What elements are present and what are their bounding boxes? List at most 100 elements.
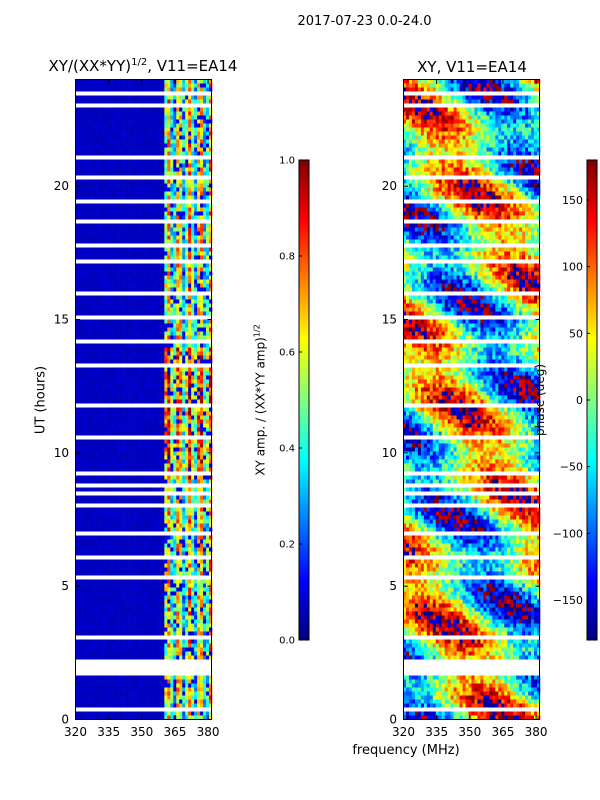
amplitude-heatmap-cell (107, 351, 112, 356)
amplitude-heatmap-cell (155, 251, 159, 256)
amplitude-heatmap-cell (206, 375, 210, 380)
amplitude-heatmap-cell (149, 447, 153, 452)
amplitude-heatmap-cell (92, 459, 97, 464)
amplitude-heatmap-cell (134, 87, 138, 92)
amplitude-heatmap-cell (149, 147, 153, 152)
amplitude-heatmap-cell (107, 439, 112, 444)
amplitude-heatmap-cell (122, 499, 126, 504)
amplitude-heatmap-cell (119, 359, 123, 364)
amplitude-heatmap-cell (107, 403, 112, 408)
amplitude-heatmap-cell (89, 503, 94, 508)
amplitude-heatmap-cell (131, 335, 135, 340)
amplitude-heatmap-cell (134, 239, 138, 244)
amplitude-heatmap-cell (170, 327, 174, 332)
amplitude-heatmap-cell (98, 159, 103, 164)
amplitude-heatmap-cell (188, 331, 192, 336)
amplitude-heatmap-cell (101, 479, 106, 484)
amplitude-heatmap-cell (77, 487, 82, 492)
amplitude-heatmap-cell (176, 315, 180, 320)
amplitude-heatmap-cell (191, 223, 195, 228)
amplitude-heatmap-cell (209, 155, 213, 160)
amplitude-heatmap-cell (170, 507, 174, 512)
amplitude-heatmap-cell (119, 363, 123, 368)
amplitude-heatmap-cell (188, 351, 192, 356)
amplitude-heatmap-cell (176, 339, 180, 344)
amplitude-heatmap-cell (107, 287, 112, 292)
amplitude-heatmap-cell (137, 483, 141, 488)
amplitude-heatmap-cell (113, 391, 117, 396)
amplitude-heatmap-cell (80, 99, 85, 104)
amplitude-heatmap-cell (122, 291, 126, 296)
amplitude-heatmap-cell (158, 323, 162, 328)
amplitude-heatmap-cell (194, 171, 198, 176)
amplitude-heatmap-cell (152, 443, 156, 448)
amplitude-heatmap-cell (95, 375, 100, 380)
amplitude-heatmap-cell (197, 487, 201, 492)
amplitude-heatmap-cell (194, 115, 198, 120)
amplitude-heatmap-cell (104, 359, 109, 364)
amplitude-heatmap-cell (119, 227, 123, 232)
amplitude-heatmap-cell (98, 503, 103, 508)
amplitude-heatmap-cell (98, 495, 103, 500)
amplitude-heatmap-cell (137, 367, 141, 372)
amplitude-heatmap-cell (173, 331, 177, 336)
amplitude-heatmap-cell (191, 399, 195, 404)
amplitude-heatmap-cell (98, 347, 103, 352)
amplitude-heatmap-cell (98, 187, 103, 192)
amplitude-heatmap-cell (95, 511, 100, 516)
amplitude-heatmap-cell (140, 495, 144, 500)
amplitude-heatmap-cell (206, 295, 210, 300)
amplitude-heatmap-cell (182, 331, 186, 336)
amplitude-heatmap-cell (170, 395, 174, 400)
amplitude-heatmap-cell (119, 259, 123, 264)
amplitude-heatmap-cell (185, 359, 189, 364)
amplitude-heatmap-cell (176, 171, 180, 176)
amplitude-heatmap-cell (77, 331, 82, 336)
amplitude-heatmap-cell (188, 407, 192, 412)
amplitude-heatmap-cell (128, 299, 132, 304)
amplitude-heatmap-cell (188, 315, 192, 320)
amplitude-heatmap-cell (209, 295, 213, 300)
amplitude-heatmap-cell (194, 467, 198, 472)
amplitude-heatmap-cell (200, 231, 204, 236)
amplitude-heatmap-cell (170, 311, 174, 316)
amplitude-heatmap-cell (146, 463, 150, 468)
amplitude-heatmap-cell (143, 159, 147, 164)
amplitude-heatmap-cell (107, 211, 112, 216)
amplitude-heatmap-cell (182, 251, 186, 256)
amplitude-heatmap-cell (116, 391, 120, 396)
amplitude-heatmap-cell (116, 195, 120, 200)
amplitude-heatmap-cell (110, 447, 115, 452)
amplitude-heatmap-cell (83, 199, 88, 204)
amplitude-heatmap-cell (191, 99, 195, 104)
amplitude-heatmap-cell (200, 295, 204, 300)
amplitude-heatmap-cell (149, 403, 153, 408)
amplitude-heatmap-cell (107, 151, 112, 156)
amplitude-heatmap-cell (182, 387, 186, 392)
amplitude-heatmap-cell (116, 215, 120, 220)
amplitude-heatmap-cell (209, 159, 213, 164)
amplitude-heatmap-cell (77, 363, 82, 368)
amplitude-heatmap-cell (89, 415, 94, 420)
amplitude-heatmap-cell (80, 431, 85, 436)
amplitude-heatmap-cell (167, 163, 171, 168)
amplitude-heatmap-cell (128, 411, 132, 416)
amplitude-heatmap-cell (200, 223, 204, 228)
amplitude-heatmap-cell (155, 423, 159, 428)
amplitude-heatmap-cell (179, 375, 183, 380)
amplitude-heatmap-cell (194, 103, 198, 108)
amplitude-heatmap-cells (75, 79, 213, 720)
amplitude-heatmap-cell (122, 275, 126, 280)
amplitude-heatmap-cell (146, 255, 150, 260)
amplitude-heatmap-cell (182, 351, 186, 356)
amplitude-heatmap-cell (173, 339, 177, 344)
amplitude-heatmap-cell (200, 407, 204, 412)
amplitude-heatmap-cell (146, 355, 150, 360)
amplitude-heatmap-cell (80, 295, 85, 300)
amplitude-heatmap-cell (104, 111, 109, 116)
amplitude-heatmap-cell (128, 227, 132, 232)
amplitude-heatmap-cell (83, 119, 88, 124)
amplitude-heatmap-cell (200, 155, 204, 160)
amplitude-heatmap-cell (134, 343, 138, 348)
amplitude-heatmap-cell (75, 427, 79, 432)
